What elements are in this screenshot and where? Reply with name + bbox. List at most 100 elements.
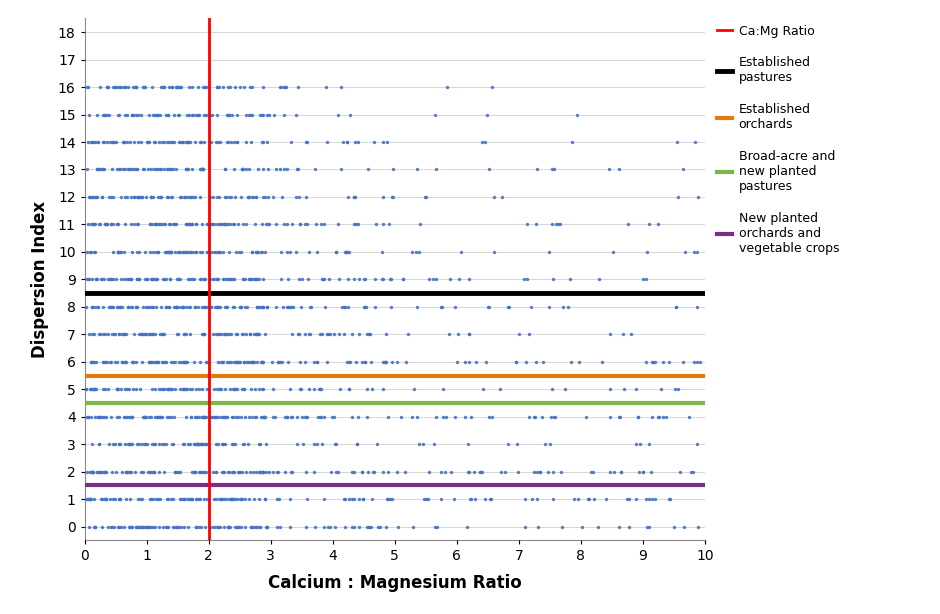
Point	[312, 384, 327, 394]
Point	[256, 302, 271, 312]
Point	[243, 357, 258, 367]
Point	[85, 302, 100, 312]
Point	[229, 329, 244, 339]
Point	[136, 412, 151, 422]
Point	[347, 522, 362, 532]
Point	[180, 165, 196, 174]
Point	[255, 247, 270, 257]
Point	[132, 192, 147, 202]
Point	[297, 329, 312, 339]
Point	[186, 467, 201, 476]
Point	[269, 467, 284, 476]
Point	[156, 82, 171, 92]
Point	[317, 274, 332, 284]
Point	[156, 329, 171, 339]
Point	[462, 274, 477, 284]
Point	[310, 412, 325, 422]
Point	[509, 357, 524, 367]
Point	[254, 137, 269, 147]
Point	[141, 357, 156, 367]
Point	[510, 467, 525, 476]
Point	[689, 302, 704, 312]
Point	[106, 137, 121, 147]
Point	[362, 329, 377, 339]
Point	[255, 384, 270, 394]
Point	[487, 192, 502, 202]
Point	[79, 274, 94, 284]
Point	[642, 522, 657, 532]
Point	[187, 467, 202, 476]
Point	[257, 412, 272, 422]
Point	[467, 467, 482, 476]
Point	[278, 467, 293, 476]
Point	[238, 302, 253, 312]
Point	[95, 137, 110, 147]
Point	[319, 329, 334, 339]
Point	[356, 494, 371, 504]
Point	[250, 329, 265, 339]
Point	[138, 412, 153, 422]
Point	[158, 439, 173, 449]
Point	[233, 302, 248, 312]
Point	[78, 384, 93, 394]
Point	[78, 384, 93, 394]
Point	[203, 302, 218, 312]
Point	[112, 247, 127, 257]
Point	[124, 247, 139, 257]
Point	[162, 384, 177, 394]
Point	[180, 110, 195, 120]
Point	[111, 439, 126, 449]
Point	[84, 192, 99, 202]
Point	[411, 439, 426, 449]
Point	[308, 220, 323, 230]
Point	[148, 357, 163, 367]
Point	[155, 274, 170, 284]
Point	[380, 494, 395, 504]
Point	[130, 110, 145, 120]
Point	[340, 247, 355, 257]
Point	[83, 247, 98, 257]
Point	[690, 439, 705, 449]
Point	[358, 302, 373, 312]
Point	[304, 302, 319, 312]
Point	[214, 357, 229, 367]
Point	[81, 494, 96, 504]
Point	[162, 412, 177, 422]
Point	[217, 384, 232, 394]
Point	[163, 220, 178, 230]
Point	[95, 357, 110, 367]
Point	[81, 137, 96, 147]
Point	[87, 220, 102, 230]
Point	[483, 494, 498, 504]
Point	[240, 357, 255, 367]
Point	[182, 329, 197, 339]
Point	[617, 384, 632, 394]
Point	[260, 165, 275, 174]
Point	[178, 357, 193, 367]
Point	[640, 522, 655, 532]
Point	[92, 439, 107, 449]
Point	[141, 302, 156, 312]
Point	[97, 384, 112, 394]
Point	[371, 522, 386, 532]
Point	[135, 82, 150, 92]
Point	[358, 357, 373, 367]
Point	[80, 494, 95, 504]
Point	[95, 467, 110, 476]
Point	[452, 274, 467, 284]
Point	[83, 494, 98, 504]
Point	[144, 412, 159, 422]
Point	[159, 494, 174, 504]
Point	[217, 165, 232, 174]
Point	[124, 302, 139, 312]
Point	[134, 192, 149, 202]
Point	[341, 357, 356, 367]
Point	[188, 110, 203, 120]
Point	[479, 110, 494, 120]
Point	[292, 384, 307, 394]
Point	[158, 302, 173, 312]
Point	[193, 439, 208, 449]
Point	[181, 110, 196, 120]
Point	[248, 247, 263, 257]
Point	[182, 439, 197, 449]
